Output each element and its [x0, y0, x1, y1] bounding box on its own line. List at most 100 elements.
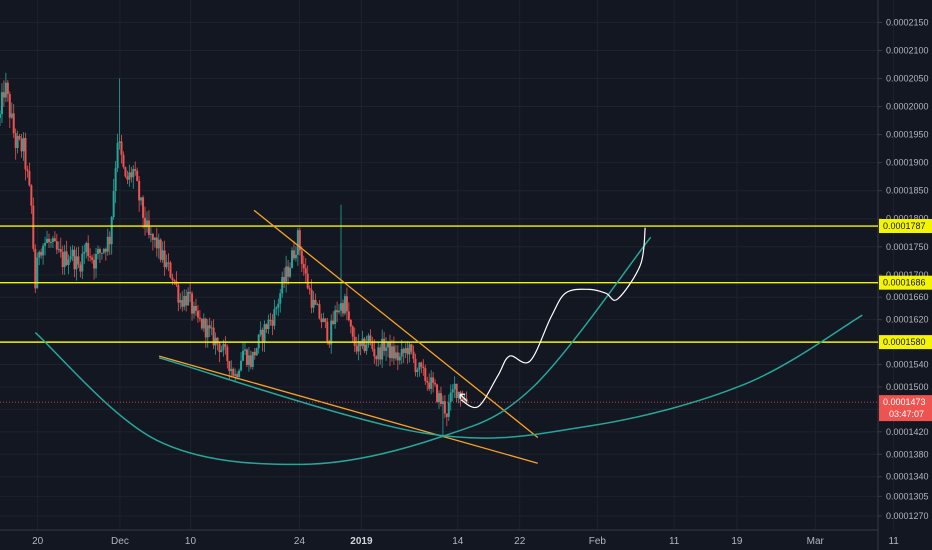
level-price-label: 0.0001686	[883, 278, 926, 288]
candle-body	[194, 305, 197, 311]
candle-body	[406, 348, 409, 355]
candle-body	[63, 251, 66, 268]
candle-body	[116, 142, 119, 169]
arc-large-rounding-bottom	[34, 236, 652, 466]
candle-body	[28, 171, 31, 186]
candle-body	[447, 402, 450, 417]
last-price-tag	[879, 395, 932, 422]
candle-body	[49, 242, 52, 244]
candle-body	[149, 233, 152, 235]
candle-body	[242, 350, 245, 361]
candle-body	[136, 170, 139, 181]
arrow-marker	[459, 393, 468, 402]
candle-body	[218, 343, 221, 352]
y-tick-label: 0.0001950	[886, 130, 929, 140]
candle-body	[0, 92, 3, 115]
candle-body	[349, 319, 352, 327]
candle-body	[351, 326, 354, 337]
candle-body	[245, 349, 248, 365]
candle-body	[300, 250, 303, 264]
y-tick-label: 0.0002000	[886, 102, 929, 112]
candle-body	[324, 318, 327, 322]
candle-body	[345, 296, 348, 312]
candle-body	[275, 307, 278, 310]
x-tick-label: 19	[731, 536, 743, 547]
candle-body	[402, 348, 405, 353]
candle-body	[330, 320, 333, 345]
candle-body	[71, 249, 74, 257]
level-price-label: 0.0001580	[883, 337, 926, 347]
candle-body	[34, 248, 37, 289]
candle-body	[93, 259, 96, 269]
candle-body	[336, 310, 339, 313]
candle-body	[104, 249, 107, 252]
candle-body	[289, 267, 292, 277]
candle-body	[173, 279, 176, 282]
candle-body	[238, 370, 241, 377]
candle-body	[30, 185, 33, 206]
candle-body	[191, 293, 194, 314]
x-tick-label: Feb	[589, 536, 607, 547]
candle-body	[340, 303, 343, 311]
candle-body	[367, 335, 370, 345]
candle-body	[385, 347, 388, 351]
projection-path	[460, 227, 646, 409]
candle-body	[261, 329, 264, 342]
candle-body	[394, 352, 397, 359]
y-tick-label: 0.0001340	[886, 472, 929, 482]
candle-body	[443, 401, 446, 414]
candle-body	[79, 264, 82, 272]
candle-body	[373, 348, 376, 357]
x-tick-label: 24	[294, 536, 306, 547]
candle-body	[8, 94, 11, 118]
level-price-label: 0.0001787	[883, 221, 926, 231]
candle-body	[230, 368, 233, 372]
candle-body	[296, 230, 299, 255]
trendline-descending-resistance	[253, 209, 539, 438]
candle-body	[16, 136, 19, 148]
candle-body	[138, 180, 141, 201]
candle-body	[422, 366, 425, 369]
candle-body	[259, 329, 262, 335]
candle-body	[53, 238, 56, 242]
candle-body	[306, 273, 309, 289]
candle-body	[445, 413, 448, 417]
candle-body	[40, 251, 43, 256]
candle-body	[404, 348, 407, 353]
candle-body	[455, 383, 458, 398]
candle-body	[167, 262, 170, 264]
candle-body	[51, 238, 54, 243]
candle-body	[204, 318, 207, 338]
candle-body	[169, 262, 172, 278]
candle-body	[177, 284, 180, 303]
candle-body	[434, 382, 437, 385]
candle-body	[414, 358, 417, 372]
candle-body	[365, 344, 368, 352]
candle-body	[457, 391, 460, 398]
y-tick-label: 0.0001800	[886, 214, 929, 224]
y-tick-label: 0.0001540	[886, 360, 929, 370]
candle-body	[208, 325, 211, 329]
candle-body	[161, 250, 164, 260]
candle-body	[375, 356, 378, 360]
candle-body	[449, 392, 452, 403]
candle-body	[251, 351, 254, 367]
candle-body	[140, 197, 143, 201]
candle-body	[416, 369, 419, 372]
candle-body	[128, 172, 131, 180]
y-tick-label: 0.0001700	[886, 270, 929, 280]
y-tick-label: 0.0001270	[886, 511, 929, 521]
candle-body	[436, 384, 439, 402]
candle-body	[81, 253, 84, 272]
candle-body	[91, 257, 94, 260]
candle-body	[277, 303, 280, 308]
candle-body	[187, 291, 190, 306]
candle-body	[269, 319, 272, 321]
candle-body	[273, 309, 276, 326]
candle-body	[353, 336, 356, 346]
candle-body	[67, 259, 70, 265]
candle-body	[98, 249, 101, 253]
candle-body	[298, 230, 301, 251]
